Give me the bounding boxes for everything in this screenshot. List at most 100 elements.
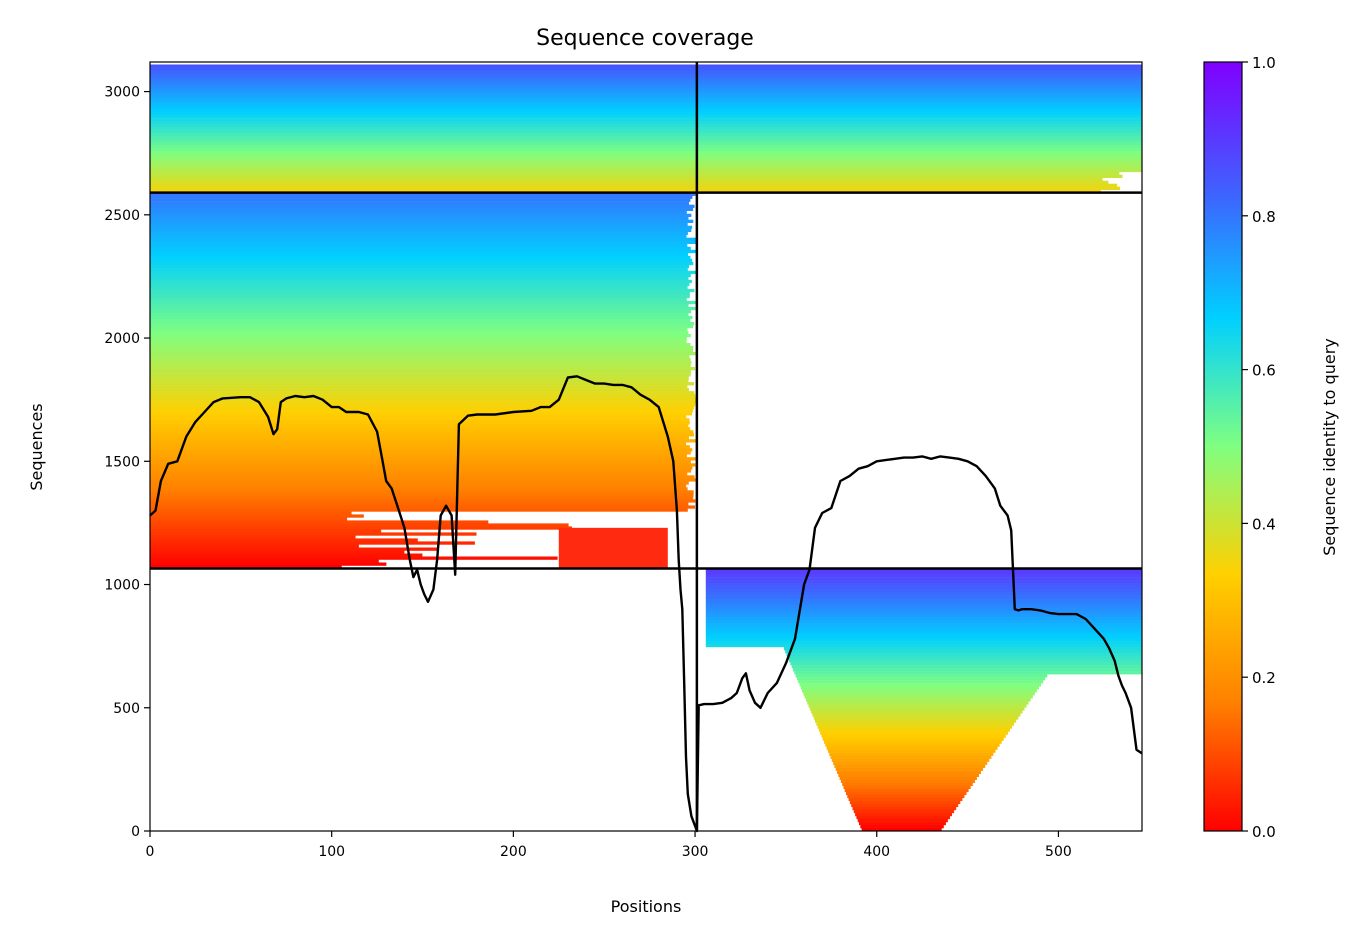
heatmap-row <box>150 147 697 152</box>
heatmap-row <box>150 165 697 170</box>
heatmap-row <box>150 312 689 317</box>
heatmap-row <box>150 261 694 266</box>
heatmap-row <box>150 505 695 509</box>
heatmap-row <box>705 607 1142 611</box>
heatmap-row <box>150 195 693 199</box>
heatmap-row <box>150 469 692 473</box>
heatmap-row <box>150 136 697 140</box>
heatmap-row <box>791 665 1142 669</box>
heatmap-row <box>150 412 692 416</box>
heatmap-row <box>150 133 697 137</box>
heatmap-row <box>150 318 691 323</box>
heatmap-row <box>150 231 688 235</box>
heatmap-row <box>150 121 697 125</box>
heatmap-row <box>812 713 1021 717</box>
x-tick-label: 200 <box>500 844 527 860</box>
heatmap-row <box>150 367 696 371</box>
heatmap-row <box>150 91 697 95</box>
heatmap-row <box>150 355 690 359</box>
heatmap-row <box>849 800 961 805</box>
x-tick-label: 500 <box>1045 844 1072 860</box>
heatmap-row <box>809 707 1025 711</box>
heatmap-row <box>150 153 697 158</box>
heatmap-row <box>847 794 965 799</box>
heatmap-row <box>842 782 973 786</box>
heatmap-row <box>833 761 988 765</box>
heatmap-row <box>150 517 348 521</box>
heatmap-row <box>839 776 977 780</box>
heatmap-block-1 <box>150 64 697 193</box>
y-axis: 0 500 1000 1500 2000 2500 3000 <box>104 85 150 840</box>
heatmap-row <box>834 764 986 768</box>
heatmap-row <box>150 219 694 223</box>
heatmap-row <box>793 668 1142 672</box>
heatmap-row <box>150 373 691 377</box>
heatmap-row <box>785 650 1142 654</box>
heatmap-row <box>150 556 558 560</box>
heatmap-row <box>787 656 1142 660</box>
heatmap-row <box>150 346 694 350</box>
colorbar-tick-label: 0.4 <box>1252 515 1276 533</box>
heatmap-row <box>150 252 688 257</box>
heatmap-row <box>150 448 693 452</box>
heatmap-row <box>783 647 1142 651</box>
heatmap-row <box>705 631 1142 636</box>
heatmap-row <box>150 406 695 410</box>
heatmap-row <box>705 619 1142 624</box>
heatmap-row <box>808 704 1027 708</box>
x-tick-label: 400 <box>863 844 890 860</box>
heatmap-row <box>696 127 1142 131</box>
heatmap-row <box>824 740 1002 744</box>
heatmap-row <box>150 82 697 86</box>
heatmap-row <box>696 73 1142 77</box>
heatmap-row <box>150 258 692 263</box>
heatmap-row <box>696 162 1142 167</box>
heatmap-row <box>150 315 693 320</box>
heatmap-row <box>150 358 691 362</box>
heatmap-row <box>150 520 489 524</box>
heatmap-row <box>150 324 694 329</box>
colorbar-tick-label: 0.8 <box>1252 208 1276 226</box>
heatmap-row <box>705 595 1142 599</box>
heatmap-row <box>150 421 690 425</box>
plot-frame <box>149 61 1143 832</box>
heatmap-blocks <box>150 64 1142 832</box>
heatmap-row <box>150 340 687 344</box>
heatmap-row <box>150 97 697 101</box>
chart-title: Sequence coverage <box>536 26 754 51</box>
heatmap-row <box>705 598 1142 602</box>
colorbar-tick-label: 0.6 <box>1252 362 1276 380</box>
coverage-line-layer <box>149 375 1143 833</box>
heatmap-row <box>696 118 1142 122</box>
heatmap-row <box>150 553 423 557</box>
heatmap-row <box>838 773 979 777</box>
heatmap-row <box>696 115 1142 119</box>
heatmap-row <box>150 439 697 443</box>
heatmap-row <box>811 710 1023 714</box>
heatmap-row <box>150 327 688 332</box>
heatmap-row <box>150 127 697 131</box>
heatmap-row <box>150 424 689 428</box>
heatmap-row <box>150 79 697 83</box>
heatmap-row <box>150 529 382 533</box>
coverage-line <box>149 375 1143 833</box>
heatmap-row <box>150 297 687 302</box>
heatmap-row <box>705 625 1142 630</box>
heatmap-row <box>150 343 691 347</box>
heatmap-row <box>150 442 686 446</box>
heatmap-row <box>150 109 697 113</box>
heatmap-row <box>696 147 1142 152</box>
heatmap-row <box>150 565 342 569</box>
heatmap-row <box>818 728 1010 732</box>
heatmap-row <box>150 303 689 308</box>
heatmap-row <box>150 64 697 68</box>
colorbar-label: Sequence identity to query <box>1320 338 1339 555</box>
heatmap-row <box>705 613 1142 618</box>
heatmap-row <box>800 686 1039 690</box>
heatmap-row <box>150 216 689 220</box>
heatmap-row <box>150 523 569 527</box>
colorbar: 0.0 0.2 0.4 0.6 0.8 1.0 <box>1203 54 1276 841</box>
heatmap-row <box>150 207 694 211</box>
heatmap-row <box>150 112 697 116</box>
